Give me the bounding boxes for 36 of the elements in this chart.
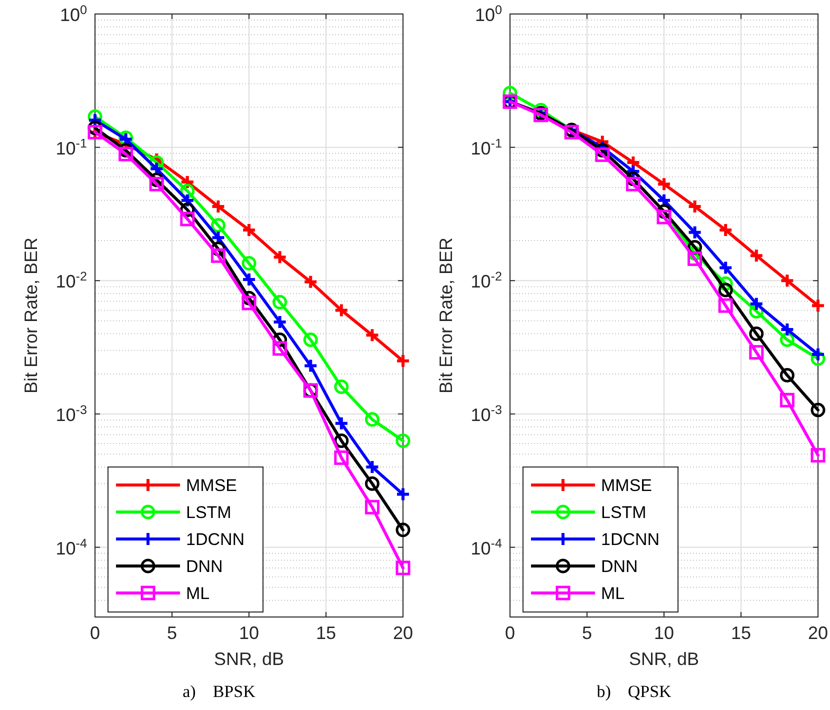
- x-tick-label: 10: [238, 623, 260, 643]
- x-axis-title: SNR, dB: [214, 649, 284, 669]
- y-tick-label: 10$^{-4}$: [56, 536, 87, 558]
- y-tick-label: 10$^{-1}$: [470, 136, 502, 158]
- legend-label: DNN: [601, 557, 638, 576]
- y-tick-label: 10$^{-1}$: [56, 136, 87, 158]
- x-tick-label: 20: [808, 623, 828, 643]
- x-axis-title: SNR, dB: [628, 649, 700, 669]
- legend-label: LSTM: [601, 503, 646, 522]
- y-tick-label: 10$^{-3}$: [470, 402, 502, 425]
- x-tick-label: 5: [166, 623, 178, 643]
- x-tick-label: 10: [654, 623, 674, 643]
- y-tick-label: 10$^{-4}$: [470, 536, 502, 558]
- y-tick-label: 10$^{0}$: [474, 3, 502, 25]
- y-axis-title: Bit Error Rate, BER: [436, 237, 456, 394]
- legend-label: ML: [186, 584, 210, 603]
- x-tick-label: 5: [582, 623, 592, 643]
- text: a) BPSK: [182, 682, 256, 701]
- x-tick-label: 15: [730, 623, 752, 643]
- legend-label: LSTM: [186, 503, 232, 522]
- legend-label: ML: [601, 584, 625, 603]
- legend-label: 1DCNN: [186, 530, 245, 549]
- x-tick-label: 20: [392, 623, 414, 643]
- x-tick-label: 15: [316, 623, 336, 643]
- y-tick-label: 10$^{-3}$: [56, 402, 87, 425]
- y-tick-label: 10$^{0}$: [60, 3, 87, 25]
- y-tick-label: 10$^{-2}$: [470, 270, 502, 292]
- legend-label: MMSE: [601, 476, 652, 495]
- y-tick-label: 10$^{-2}$: [56, 270, 87, 292]
- x-tick-label: 0: [90, 623, 100, 643]
- y-axis-title: Bit Error Rate, BER: [21, 237, 41, 394]
- legend-label: MMSE: [186, 476, 237, 495]
- text: b) QPSK: [596, 682, 672, 701]
- legend-label: DNN: [186, 557, 223, 576]
- legend-label: 1DCNN: [601, 530, 660, 549]
- x-tick-label: 0: [504, 623, 516, 643]
